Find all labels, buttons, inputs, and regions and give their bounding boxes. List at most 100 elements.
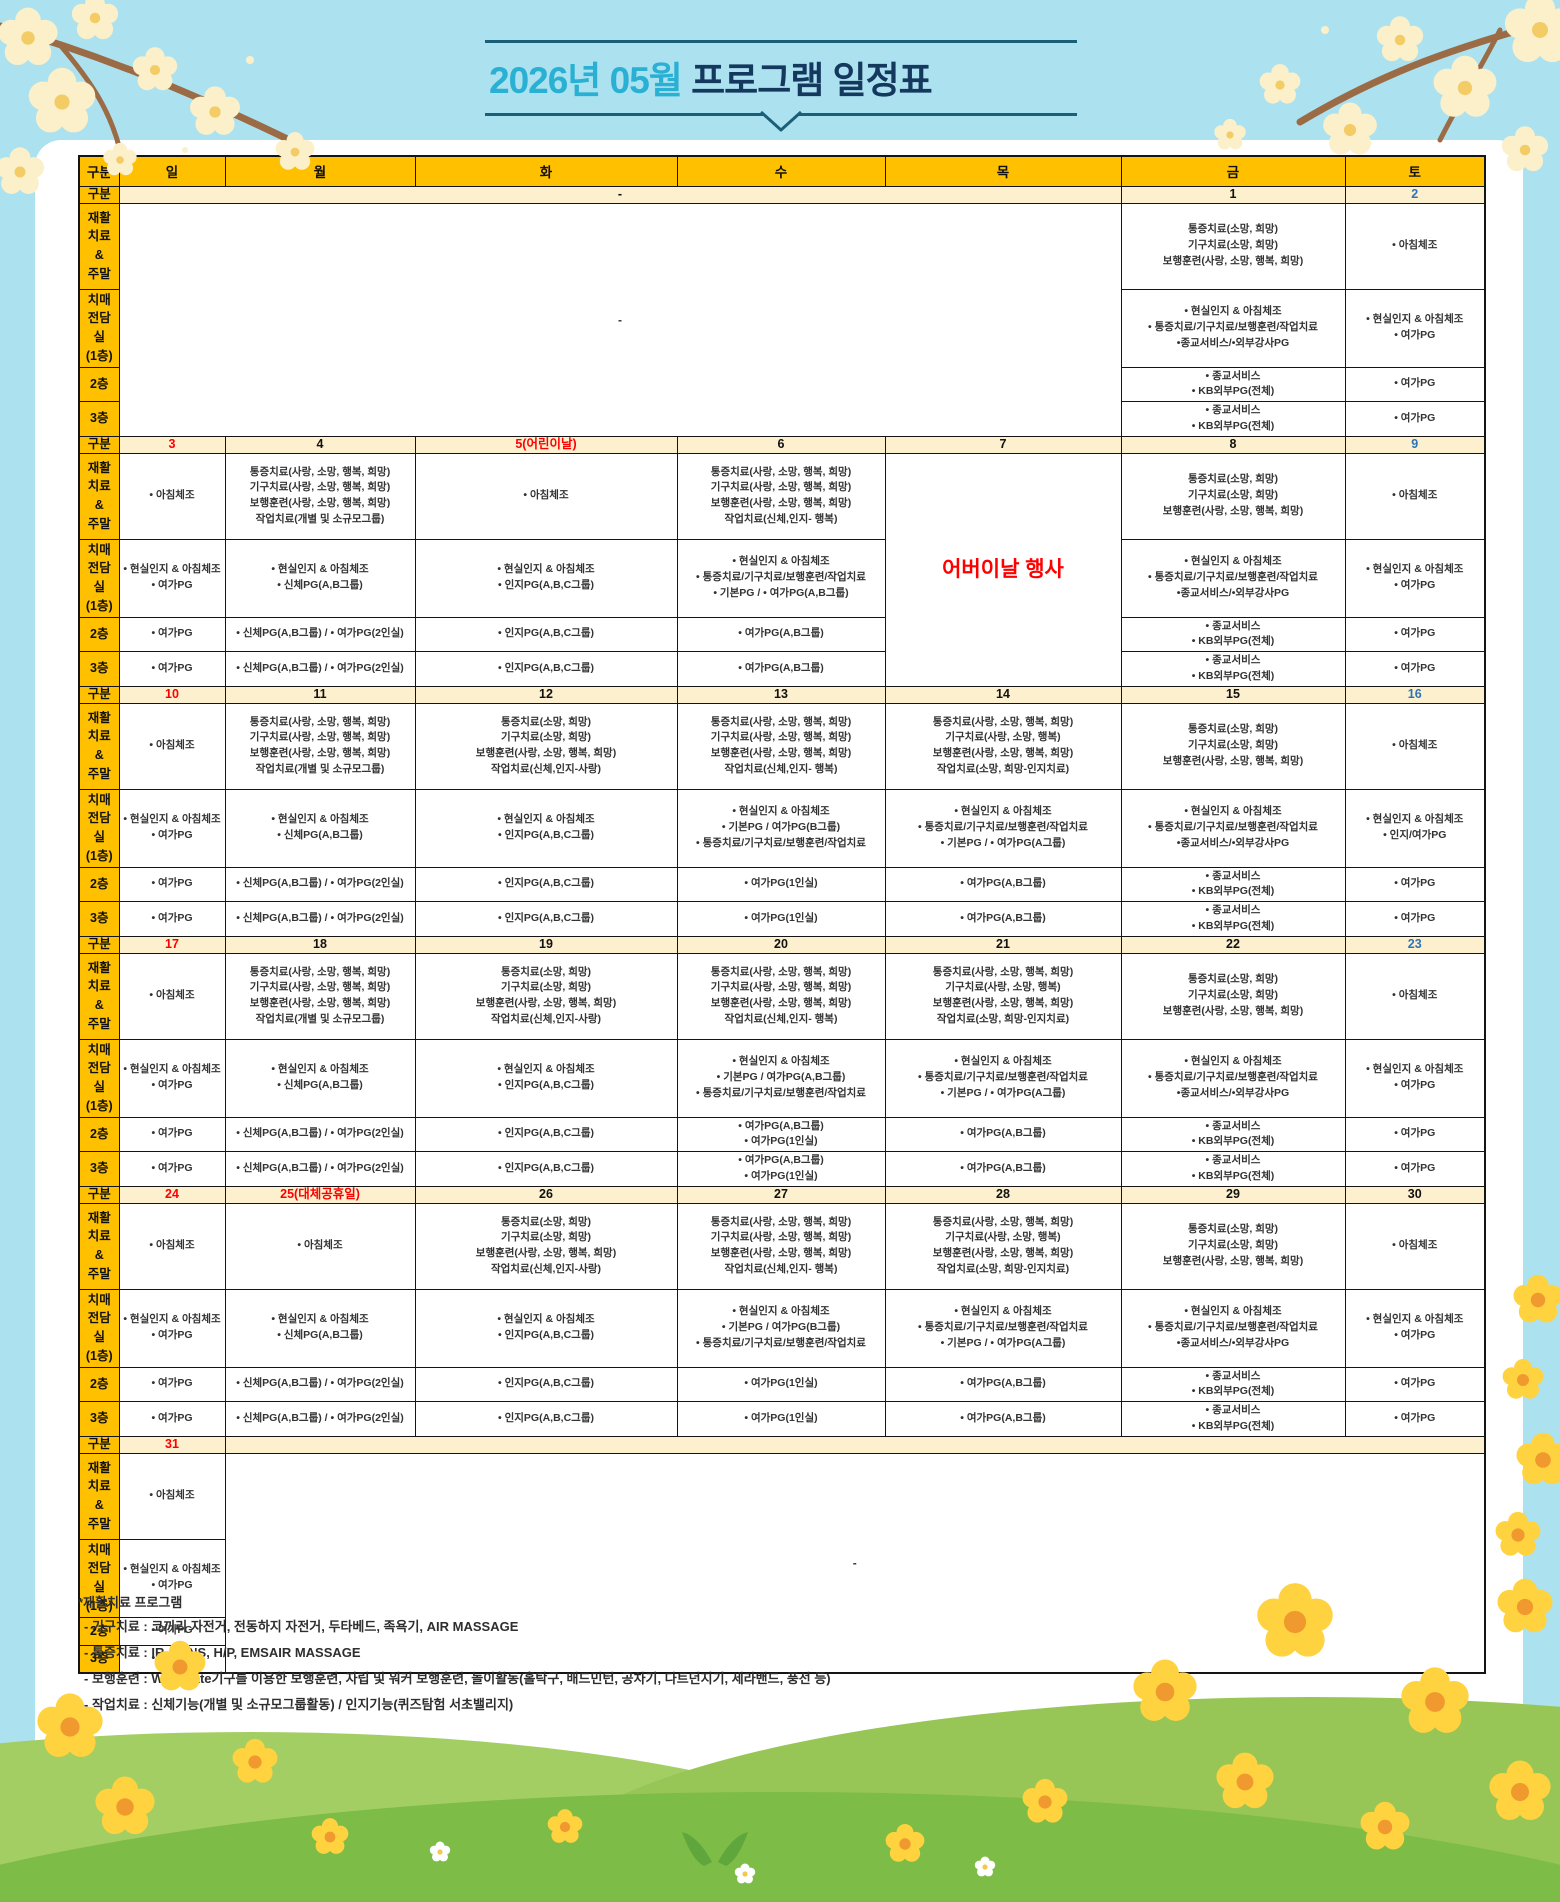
schedule-cell: • 여가PG(A,B그룹)	[884, 866, 1122, 902]
schedule-cell: • 신체PG(A,B그룹) / • 여가PG(2인실)	[224, 616, 416, 652]
schedule-cell: • 여가PG(A,B그룹) • 여가PG(1인실)	[676, 1151, 886, 1187]
schedule-cell: • 여가PG	[118, 616, 226, 652]
schedule-cell: • 신체PG(A,B그룹) / • 여가PG(2인실)	[224, 1366, 416, 1402]
schedule-cell: • 아침체조	[1344, 952, 1486, 1040]
schedule-cell: • 인지PG(A,B,C그룹)	[414, 1116, 678, 1152]
table-row: 3층 • 여가PG • 신체PG(A,B그룹) / • 여가PG(2인실) • 인지P…	[78, 651, 1486, 687]
date-cell: 10	[118, 685, 226, 704]
schedule-cell: • 종교서비스 • KB외부PG(전체)	[1120, 651, 1346, 687]
welfare-program-notes: *사회복지 프로그램 - 인지프로그램 : 인지교실, 퀴즈풀이 활동, 교구 …	[78, 1742, 1318, 1866]
day-header: 월	[224, 155, 416, 187]
date-cell: 9	[1344, 435, 1486, 454]
row-label-dementia: 치매 전담실 (1층)	[78, 1538, 120, 1618]
schedule-cell: • 여가PG	[1344, 1116, 1486, 1152]
schedule-cell: • 여가PG(A,B그룹)	[884, 1401, 1122, 1437]
schedule-cell: • 현실인지 & 아침체조 • 인지/여가PG	[1344, 788, 1486, 868]
schedule-cell: • 현실인지 & 아침체조 • 여가PG	[1344, 288, 1486, 368]
schedule-cell: • 여가PG	[118, 1616, 226, 1646]
schedule-cell: • 여가PG(A,B그룹)	[884, 1366, 1122, 1402]
schedule-cell: • 여가PG	[118, 651, 226, 687]
row-label-rehab: 재활 치료 & 주말	[78, 952, 120, 1040]
schedule-cell: • 여가PG(A,B그룹)	[676, 616, 886, 652]
table-row: 구분 3 4 5(어린이날) 6 7 8 9	[78, 435, 1486, 454]
schedule-cell: • 여가PG(1인실)	[676, 901, 886, 937]
schedule-cell: • 종교서비스 • KB외부PG(전체)	[1120, 1366, 1346, 1402]
schedule-cell: • 종교서비스 • KB외부PG(전체)	[1120, 1151, 1346, 1187]
schedule-cell: • 여가PG	[118, 1151, 226, 1187]
schedule-cell: • 현실인지 & 아침체조 • 신체PG(A,B그룹)	[224, 788, 416, 868]
schedule-cell: • 여가PG(A,B그룹)	[884, 1116, 1122, 1152]
schedule-cell: • 현실인지 & 아침체조 • 기본PG / 여가PG(B그룹) • 통증치료/…	[676, 788, 886, 868]
schedule-cell: • 현실인지 & 아침체조 • 통증치료/기구치료/보행훈련/작업치료 •종교서…	[1120, 288, 1346, 368]
note-item: - 인지프로그램 : 인지교실, 퀴즈풀이 활동, 교구 활동, 기능향상 등	[84, 1768, 436, 1784]
date-cell: 25(대체공휴일)	[224, 1185, 416, 1204]
date-cell: 16	[1344, 685, 1486, 704]
row-label-dementia: 치매 전담실 (1층)	[78, 1038, 120, 1118]
date-cell: 12	[414, 685, 678, 704]
schedule-cell: • 아침체조	[118, 702, 226, 790]
title-month: 2026년 05월	[489, 60, 683, 101]
day-header: 일	[118, 155, 226, 187]
date-cell: 23	[1344, 935, 1486, 954]
schedule-cell: • 현실인지 & 아침체조 • 신체PG(A,B그룹)	[224, 1288, 416, 1368]
date-cell: 27	[676, 1185, 886, 1204]
schedule-cell: • 아침체조	[1344, 202, 1486, 290]
note-item: - 여가프로그램 : 가요교실, 원예활동, 미술활동, 뷰티테라피, 쿠킹클래…	[84, 1794, 538, 1810]
date-cell: 4	[224, 435, 416, 454]
row-label-date: 구분	[78, 935, 120, 954]
row-label-floor2: 2층	[78, 1366, 120, 1402]
day-header: 토	[1344, 155, 1486, 187]
row-label-rehab: 재활 치료 & 주말	[78, 702, 120, 790]
schedule-cell: • 현실인지 & 아침체조 • 여가PG	[118, 538, 226, 618]
schedule-cell: • 여가PG	[1344, 901, 1486, 937]
schedule-cell: 통증치료(사랑, 소망, 행복, 희망) 기구치료(사랑, 소망, 행복, 희망…	[676, 1202, 886, 1290]
schedule-cell: • 여가PG	[118, 901, 226, 937]
schedule-cell: • 종교서비스 • KB외부PG(전체)	[1120, 901, 1346, 937]
date-cell: 17	[118, 935, 226, 954]
program-notes: *재활치료 프로그램 - 기구치료 : 코끼리 자전거, 전동하지 자전거, 두…	[78, 1592, 1318, 1902]
table-row: 구분 31	[78, 1435, 1486, 1454]
note-item: - 기구치료 : 코끼리 자전거, 전동하지 자전거, 두타베드, 족욕기, A…	[84, 1619, 519, 1634]
row-label-date: 구분	[78, 685, 120, 704]
row-label-floor3: 3층	[78, 1401, 120, 1437]
schedule-cell: 통증치료(소망, 희망) 기구치료(소망, 희망) 보행훈련(사랑, 소망, 행…	[1120, 452, 1346, 540]
date-cell	[224, 1435, 1486, 1454]
date-cell: 3	[118, 435, 226, 454]
date-cell: 13	[676, 685, 886, 704]
schedule-cell: • 아침체조	[1344, 452, 1486, 540]
schedule-cell: • 여가PG	[1344, 1401, 1486, 1437]
schedule-cell: • 종교서비스 • KB외부PG(전체)	[1120, 1401, 1346, 1437]
day-header: 수	[676, 155, 886, 187]
date-cell: 26	[414, 1185, 678, 1204]
table-row: 3층 • 여가PG • 신체PG(A,B그룹) / • 여가PG(2인실) • 인지P…	[78, 1151, 1486, 1187]
date-cell: 28	[884, 1185, 1122, 1204]
schedule-cell: 통증치료(소망, 희망) 기구치료(소망, 희망) 보행훈련(사랑, 소망, 행…	[1120, 702, 1346, 790]
schedule-cell: • 여가PG	[1344, 616, 1486, 652]
row-label-date: 구분	[78, 435, 120, 454]
change-notice: ※ 시설 사정에 의해 변경될 수 있습니다.	[78, 1897, 1318, 1902]
date-cell: 18	[224, 935, 416, 954]
table-row: 3층 • 여가PG • 신체PG(A,B그룹) / • 여가PG(2인실) • 인지P…	[78, 901, 1486, 937]
schedule-cell: • 아침체조	[1344, 702, 1486, 790]
row-label-floor3: 3층	[78, 401, 120, 437]
chevron-down-icon	[759, 111, 803, 132]
row-label-dementia: 치매 전담실 (1층)	[78, 288, 120, 368]
schedule-cell: • 인지PG(A,B,C그룹)	[414, 1401, 678, 1437]
event-cell: 어버이날 행사	[884, 452, 1122, 687]
schedule-cell: • 여가PG	[1344, 1366, 1486, 1402]
table-row: 2층 • 여가PG • 신체PG(A,B그룹) / • 여가PG(2인실) • 인지P…	[78, 616, 1486, 652]
table-row: 재활 치료 & 주말 • 아침체조 통증치료(사랑, 소망, 행복, 희망) 기구치…	[78, 952, 1486, 1040]
schedule-cell: • 신체PG(A,B그룹) / • 여가PG(2인실)	[224, 866, 416, 902]
date-cell: 6	[676, 435, 886, 454]
date-cell: 15	[1120, 685, 1346, 704]
schedule-cell: 통증치료(소망, 희망) 기구치료(소망, 희망) 보행훈련(사랑, 소망, 행…	[414, 702, 678, 790]
day-header: 화	[414, 155, 678, 187]
schedule-cell: • 여가PG	[1344, 1151, 1486, 1187]
schedule-cell: • 여가PG	[118, 1116, 226, 1152]
monthly-schedule-table: 구분 일 월 화 수 목 금 토 구분 -1 2 재활 치료 & 주말 - 통증치료(소망, 희망) 기구…	[78, 155, 1486, 1674]
notes-section-title: *사회복지 프로그램	[78, 1744, 183, 1760]
schedule-cell: 통증치료(사랑, 소망, 행복, 희망) 기구치료(사랑, 소망, 행복, 희망…	[676, 702, 886, 790]
schedule-cell: 통증치료(소망, 희망) 기구치료(소망, 희망) 보행훈련(사랑, 소망, 행…	[1120, 1202, 1346, 1290]
schedule-cell: • 현실인지 & 아침체조 • 여가PG	[118, 1038, 226, 1118]
row-label-floor2: 2층	[78, 616, 120, 652]
